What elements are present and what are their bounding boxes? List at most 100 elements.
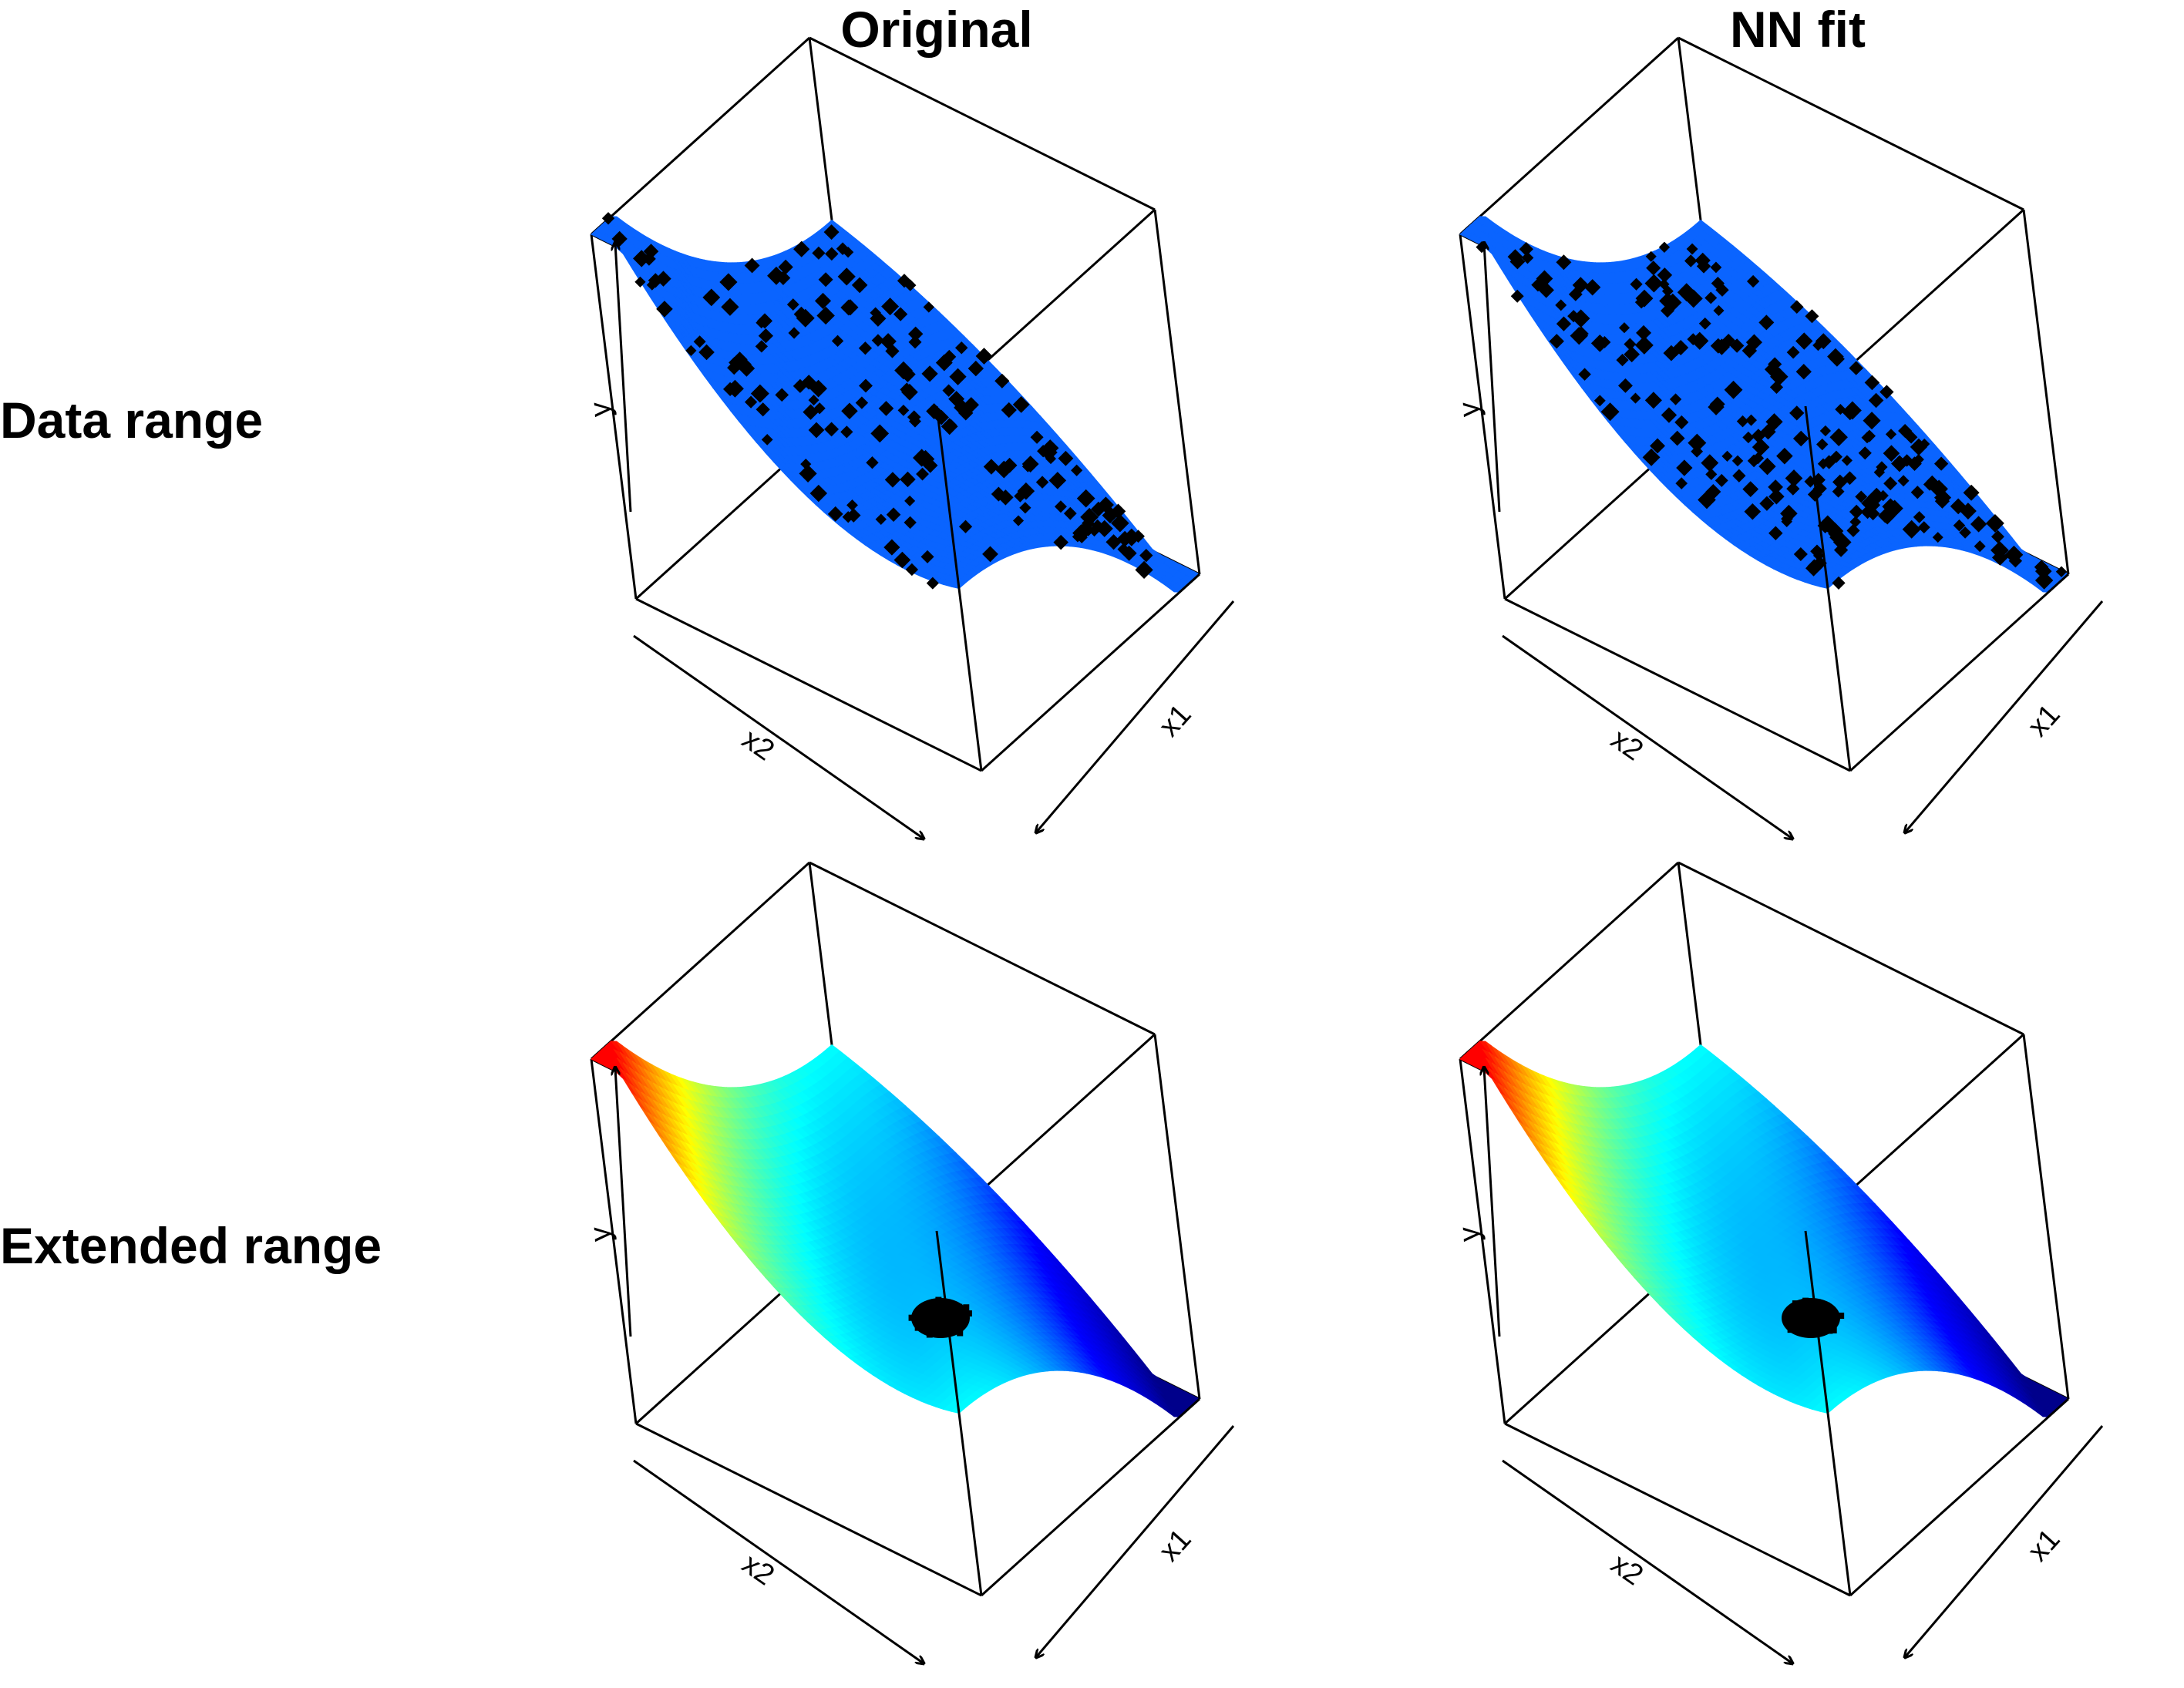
data-point [945, 419, 957, 431]
data-point [1659, 292, 1677, 310]
data-point [702, 288, 721, 307]
data-point [1849, 361, 1863, 375]
data-point [893, 307, 908, 321]
data-point [808, 422, 825, 439]
data-point [1842, 401, 1862, 420]
data-point [1121, 545, 1137, 561]
data-point [1759, 496, 1775, 511]
data-point [1795, 364, 1812, 380]
data-point [840, 425, 853, 439]
data-point [1932, 532, 1943, 543]
box-edge [590, 234, 638, 600]
data-point [1724, 380, 1743, 399]
data-point [1030, 430, 1044, 444]
data-point [1507, 249, 1523, 265]
data-point [1913, 454, 1924, 466]
data-point [958, 405, 974, 421]
data-point [1910, 486, 1924, 499]
data-point [1805, 309, 1819, 324]
data-point [1917, 521, 1930, 534]
data-point [1658, 278, 1670, 290]
box-edge [1504, 597, 1851, 772]
data-point [904, 279, 917, 291]
x2-axis-arrow [1502, 634, 1792, 839]
data-point [1536, 270, 1553, 287]
data-point [1812, 481, 1827, 496]
box-edge [1849, 573, 2070, 772]
data-point [1674, 415, 1689, 430]
data-point [1758, 457, 1776, 476]
data-point [926, 577, 939, 590]
data-point [808, 395, 819, 406]
data-point [775, 388, 789, 402]
data-point [1698, 317, 1711, 330]
data-point [1071, 464, 1083, 476]
data-point [1986, 513, 2004, 533]
data-point [1058, 450, 1074, 466]
data-point [750, 384, 769, 403]
data-point [758, 328, 774, 344]
data-point [1675, 477, 1688, 489]
axis-label-x1: x1 [2021, 698, 2066, 743]
data-point [2008, 554, 2023, 568]
data-point [958, 520, 973, 533]
data-point [1768, 479, 1783, 495]
data-point [900, 382, 914, 397]
data-point [1933, 456, 1949, 471]
data-point [1691, 445, 1704, 458]
data-point [855, 396, 869, 409]
data-point [1819, 425, 1832, 437]
data-point [1116, 530, 1133, 547]
data-point [1072, 531, 1084, 543]
data-point [786, 298, 799, 311]
data-point [871, 334, 885, 347]
data-point [1019, 502, 1031, 514]
data-point [1012, 515, 1025, 526]
data-point [1673, 340, 1689, 356]
data-point [1510, 289, 1524, 303]
data-point [1827, 348, 1844, 365]
data-point [1630, 277, 1643, 291]
data-point [907, 410, 921, 424]
data-point [1855, 490, 1868, 503]
data-point [1849, 504, 1864, 520]
data-point [799, 464, 817, 483]
data-point [994, 373, 1010, 388]
data-point [721, 298, 739, 316]
data-point [1568, 287, 1583, 301]
data-point [926, 403, 943, 419]
data-point [727, 360, 742, 375]
data-point [885, 344, 900, 358]
data-point [905, 563, 919, 577]
data-point [883, 539, 900, 556]
data-point [809, 484, 828, 503]
data-point [1688, 433, 1707, 452]
data-point [875, 513, 887, 525]
data-point [1760, 424, 1776, 440]
data-point [1841, 455, 1853, 466]
data-point [1736, 415, 1749, 428]
data-point [793, 240, 810, 257]
box-edge [2022, 209, 2070, 575]
data-point [1882, 498, 1900, 516]
data-point [1014, 489, 1027, 503]
data-point [634, 276, 646, 287]
data-point [1974, 540, 1986, 553]
data-point [1642, 448, 1661, 466]
data-point [812, 246, 826, 260]
data-point [744, 257, 760, 274]
data-point [1139, 549, 1153, 563]
data-point [1793, 546, 1808, 562]
data-point [1812, 550, 1825, 562]
data-point [1079, 520, 1092, 533]
x2-axis-arrow [633, 634, 924, 839]
data-point [954, 341, 968, 355]
data-point [1105, 534, 1122, 550]
data-point [1573, 326, 1589, 341]
data-point [1713, 304, 1725, 317]
data-point [1866, 506, 1880, 521]
data-point [1556, 254, 1572, 271]
box-edge [980, 573, 1201, 772]
data-point [1102, 507, 1119, 524]
